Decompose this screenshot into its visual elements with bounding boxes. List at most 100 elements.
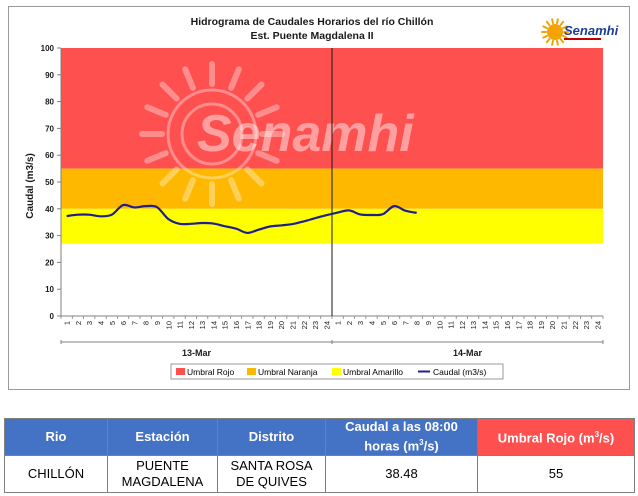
- x-tick-label: 14: [209, 321, 218, 329]
- sun-ray: [542, 34, 548, 39]
- header-rio: Rio: [4, 418, 108, 456]
- x-tick-label: 6: [119, 321, 128, 325]
- x-tick-label: 16: [503, 321, 512, 329]
- x-tick-label: 2: [74, 321, 83, 325]
- sun-ray: [228, 66, 242, 91]
- x-tick-label: 18: [255, 321, 264, 329]
- sun-ray: [144, 104, 169, 118]
- y-tick-label: 0: [50, 312, 55, 321]
- legend-item-rojo: Umbral Rojo: [176, 367, 235, 377]
- header-umbral-rojo: Umbral Rojo (m3/s): [477, 418, 635, 456]
- legend-swatch-naranja: [247, 368, 256, 375]
- x-tick-label: 5: [108, 321, 117, 325]
- x-tick-label: 11: [447, 321, 456, 329]
- sun-ray: [244, 166, 265, 187]
- header-caudal-text: Caudal a las 08:00 horas (m: [345, 419, 458, 454]
- sun-ray: [562, 34, 568, 39]
- x-tick-label: 4: [368, 321, 377, 325]
- header-umbral-tail: /s): [599, 430, 615, 446]
- cell-distrito: SANTA ROSA DE QUIVES: [217, 455, 326, 493]
- sun-ray: [556, 18, 559, 25]
- y-tick-label: 90: [45, 71, 54, 80]
- x-tick-label: 22: [300, 321, 309, 329]
- x-tick-label: 12: [187, 321, 196, 329]
- x-tick-label: 21: [559, 321, 568, 329]
- table-row: CHILLÓN PUENTE MAGDALENA SANTA ROSA DE Q…: [4, 455, 635, 493]
- y-tick-label: 20: [45, 258, 54, 267]
- x-tick-label: 13: [198, 321, 207, 329]
- sun-logo-icon: [139, 61, 285, 207]
- x-tick-label: 13: [469, 321, 478, 329]
- x-tick-label: 19: [537, 321, 546, 329]
- chart-subtitle: Est. Puente Magdalena II: [250, 30, 373, 42]
- legend-item-naranja: Umbral Naranja: [247, 367, 318, 377]
- day-label: 14-Mar: [453, 348, 483, 358]
- x-tick-label: 18: [526, 321, 535, 329]
- caudal-series-line: [66, 203, 417, 235]
- header-caudal: Caudal a las 08:00 horas (m3/s): [325, 418, 478, 456]
- x-tick-label: 6: [390, 321, 399, 325]
- legend-label-naranja: Umbral Naranja: [258, 367, 318, 377]
- x-tick-label: 23: [311, 321, 320, 329]
- x-tick-label: 3: [356, 321, 365, 325]
- sun-ray: [545, 20, 551, 26]
- x-tick-label: 24: [593, 321, 602, 329]
- header-distrito: Distrito: [217, 418, 326, 456]
- legend-label-rojo: Umbral Rojo: [187, 367, 235, 377]
- station-info-table: Rio Estación Distrito Caudal a las 08:00…: [4, 418, 635, 493]
- sun-ray: [228, 177, 242, 202]
- sun-ray: [556, 39, 559, 46]
- x-tick-label: 10: [164, 321, 173, 329]
- chart-frame: Senamhi 0 10 20 30 40 50 60 70 80 90 100 1 2 3 4 5 6 7 8 9 1…: [8, 6, 630, 390]
- cell-rio: CHILLÓN: [4, 455, 108, 493]
- table-header-row: Rio Estación Distrito Caudal a las 08:00…: [4, 418, 635, 456]
- y-tick-label: 100: [41, 44, 55, 53]
- header-umbral-sup: 3: [594, 430, 600, 440]
- header-caudal-sup: 3: [419, 438, 424, 448]
- y-tick-label: 30: [45, 232, 54, 241]
- legend-label-caudal: Caudal (m3/s): [433, 367, 487, 377]
- x-tick-label: 9: [153, 321, 162, 325]
- cell-caudal: 38.48: [325, 455, 478, 493]
- sun-ray: [255, 150, 280, 164]
- x-tick-label: 14: [480, 321, 489, 329]
- sun-ray: [144, 150, 169, 164]
- legend: Umbral Rojo Umbral Naranja Umbral Amaril…: [170, 363, 504, 380]
- x-tick-label: 17: [514, 321, 523, 329]
- header-umbral-text: Umbral Rojo (m: [497, 430, 595, 446]
- x-tick-label: 20: [277, 321, 286, 329]
- y-tick-label: 80: [45, 98, 54, 107]
- header-estacion: Estación: [107, 418, 218, 456]
- x-tick-label: 15: [221, 321, 230, 329]
- sun-ray: [545, 38, 551, 44]
- y-axis-label: Caudal (m3/s): [25, 153, 36, 219]
- x-tick-label: 12: [458, 321, 467, 329]
- x-tick-label: 7: [401, 321, 410, 325]
- header-caudal-tail: /s): [423, 438, 439, 454]
- x-tick-label: 4: [97, 321, 106, 325]
- x-tick-label: 23: [582, 321, 591, 329]
- legend-item-amarillo: Umbral Amarillo: [332, 367, 403, 377]
- y-tick-label: 60: [45, 151, 54, 160]
- x-tick-label: 17: [243, 321, 252, 329]
- x-tick-label: 9: [424, 321, 433, 325]
- sun-ray: [559, 20, 565, 26]
- x-tick-label: 16: [232, 321, 241, 329]
- legend-item-caudal: Caudal (m3/s): [418, 367, 487, 377]
- sun-ray: [182, 177, 196, 202]
- sun-ray: [551, 39, 554, 46]
- x-tick-label: 22: [571, 321, 580, 329]
- day-label: 13-Mar: [182, 348, 212, 358]
- legend-label-amarillo: Umbral Amarillo: [343, 367, 403, 377]
- logo-text: Senamhi: [564, 23, 619, 38]
- x-tick-label: 20: [548, 321, 557, 329]
- watermark: Senamhi: [139, 61, 415, 207]
- senamhi-sun-icon: [541, 18, 569, 46]
- sun-ray: [255, 104, 280, 118]
- sun-ray: [182, 66, 196, 91]
- x-tick-label: 19: [266, 321, 275, 329]
- y-tick-label: 70: [45, 124, 54, 133]
- sun-ray: [542, 25, 548, 30]
- sun-ray: [562, 25, 568, 30]
